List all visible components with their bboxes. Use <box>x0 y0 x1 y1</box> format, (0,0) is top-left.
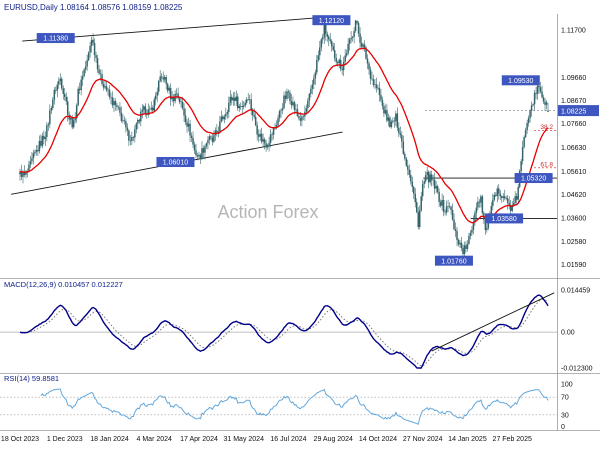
svg-text:1.06010: 1.06010 <box>163 160 188 167</box>
rsi-axis-label: 0 <box>561 424 565 431</box>
x-axis-label: 14 Oct 2024 <box>359 436 397 443</box>
svg-text:1.12120: 1.12120 <box>319 18 344 25</box>
fib-label: 61.8 <box>540 161 553 168</box>
svg-text:1.09530: 1.09530 <box>508 78 533 85</box>
y-axis-label: 1.05610 <box>561 169 586 176</box>
x-axis-label: 14 Jan 2025 <box>448 436 487 443</box>
x-axis-label: 17 Apr 2024 <box>180 436 218 443</box>
candlesticks <box>19 19 549 261</box>
rsi-axis-label: 100 <box>561 382 573 389</box>
macd-axis-label: 0.00 <box>561 330 575 337</box>
x-axis-label: 4 Mar 2024 <box>137 436 173 443</box>
rsi-label: RSI(14) 59.8581 <box>4 374 60 383</box>
x-axis-label: 1 Dec 2023 <box>47 436 83 443</box>
svg-text:1.11380: 1.11380 <box>43 36 68 43</box>
rsi-axis-label: 30 <box>561 412 569 419</box>
y-axis-label: 1.04620 <box>561 192 586 199</box>
chart-title: EURUSD,Daily 1.08164 1.08576 1.08159 1.0… <box>4 3 183 12</box>
macd-trend-line <box>431 292 555 352</box>
macd-line <box>19 294 549 369</box>
price-label: 1.09530 <box>501 75 540 86</box>
x-axis-label: 27 Nov 2024 <box>403 436 443 443</box>
y-axis-label: 1.11700 <box>561 27 586 34</box>
price-label: 1.05320 <box>514 173 553 184</box>
x-axis-label: 29 Aug 2024 <box>314 436 353 443</box>
y-axis-label: 1.02580 <box>561 239 586 246</box>
ma-line <box>19 47 549 224</box>
price-label: 1.06010 <box>156 157 195 168</box>
fib-label: 38.2 <box>540 124 553 131</box>
x-axis-label: 31 May 2024 <box>223 436 264 443</box>
svg-text:1.05320: 1.05320 <box>521 176 546 183</box>
x-axis-label: 27 Feb 2025 <box>493 436 532 443</box>
rsi-line <box>40 388 549 426</box>
y-axis-label: 1.09660 <box>561 75 586 82</box>
y-axis-label: 1.07660 <box>561 121 586 128</box>
current-price-tag: 1.08225 <box>558 105 599 117</box>
watermark: Action Forex <box>217 202 318 222</box>
x-axis-label: 18 Oct 2023 <box>1 436 39 443</box>
y-axis-label: 1.08670 <box>561 98 586 105</box>
svg-text:1.03580: 1.03580 <box>491 216 516 223</box>
macd-axis-label: 0.014459 <box>561 288 590 295</box>
macd-axis-label: -0.012300 <box>561 366 593 373</box>
y-axis-label: 1.01590 <box>561 262 586 269</box>
y-axis-label: 1.06630 <box>561 145 586 152</box>
price-label: 1.12120 <box>312 15 351 26</box>
x-axis-label: 18 Jan 2024 <box>90 436 129 443</box>
rsi-axis-label: 70 <box>561 395 569 402</box>
price-label: 1.03580 <box>485 213 524 224</box>
svg-text:1.08225: 1.08225 <box>561 108 586 115</box>
x-axis-label: 16 Jul 2024 <box>270 436 306 443</box>
macd-label: MACD(12,26,9) 0.010457 0.012227 <box>4 280 123 289</box>
macd-signal-line <box>19 298 549 367</box>
price-label: 1.01760 <box>434 255 473 266</box>
svg-text:1.01760: 1.01760 <box>441 258 466 265</box>
y-axis-label: 1.03600 <box>561 215 586 222</box>
price-label: 1.11380 <box>36 33 75 44</box>
